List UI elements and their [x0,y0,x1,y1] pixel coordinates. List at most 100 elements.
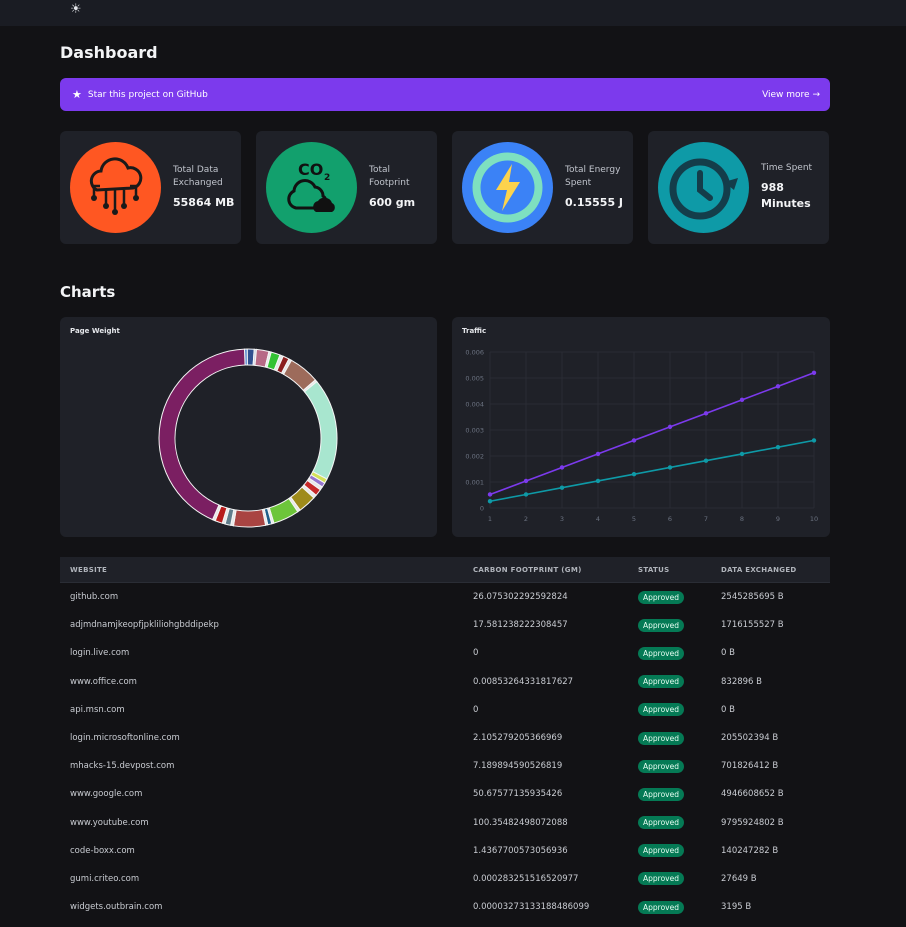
cell-website: github.com [70,592,119,603]
energy-bolt-icon [462,142,553,233]
table-row[interactable]: www.office.com 0.00853264331817627 Approve… [60,668,830,696]
x-tick-label: 10 [810,515,818,523]
donut-segment-11[interactable] [303,380,338,480]
cell-website: adjmdnamjkeopfjpkliliohgbddipekp [70,620,219,631]
table-header: WEBSITE CARBON FOOTPRINT (GM) STATUS DAT… [60,557,830,583]
data-point[interactable] [667,424,673,430]
x-tick-label: 8 [740,515,744,523]
header-status[interactable]: STATUS [638,565,670,574]
cell-website: www.office.com [70,676,137,687]
chart-title: Traffic [462,327,487,335]
cell-data: 832896 B [721,676,762,687]
stat-card-time: Time Spent 988 Minutes [648,131,829,244]
table-row[interactable]: www.youtube.com 100.35482498072088 Approve… [60,809,830,837]
status-badge: Approved [638,759,684,773]
table-row[interactable]: widgets.outbrain.com 0.000032731331884860… [60,893,830,921]
stat-card-footprint: CO 2 Total Footprint 600 gm [256,131,437,244]
data-point[interactable] [775,444,781,450]
data-point[interactable] [811,438,817,443]
svg-text:2: 2 [324,173,330,183]
data-point[interactable] [811,370,817,375]
data-point[interactable] [487,492,493,497]
status-badge: Approved [638,675,684,689]
cell-carbon: 7.189894590526819 [473,761,563,772]
data-point[interactable] [703,458,709,463]
status-badge: Approved [638,816,684,830]
y-tick-label: 0.003 [465,427,484,435]
cell-data: 0 B [721,704,735,715]
x-tick-label: 4 [596,515,600,523]
cell-carbon: 100.35482498072088 [473,817,568,828]
cell-data: 9795924802 B [721,817,784,828]
data-point[interactable] [487,499,493,504]
header-website[interactable]: WEBSITE [70,565,108,574]
data-point[interactable] [559,485,565,490]
cell-carbon: 50.67577135935426 [473,789,563,800]
table-row[interactable]: login.live.com 0 Approved 0 B [60,639,830,667]
table-row[interactable]: api.msn.com 0 Approved 0 B [60,696,830,724]
cloud-network-icon [70,142,161,233]
table-body: github.com 26.075302292592824 Approved 2545… [60,583,830,921]
status-badge: Approved [638,618,684,632]
cell-website: mhacks-15.devpost.com [70,761,175,772]
status-badge: Approved [638,590,684,604]
data-point[interactable] [523,492,529,497]
cell-website: widgets.outbrain.com [70,902,163,913]
sun-icon[interactable]: ☀ [70,2,82,17]
data-point[interactable] [631,438,637,443]
data-point[interactable] [595,478,601,484]
data-point[interactable] [595,451,601,457]
stat-label: Total Data Exchanged [173,165,223,188]
header-data[interactable]: DATA EXCHANGED [721,565,797,574]
stat-label: Total Footprint [369,165,410,188]
table-row[interactable]: github.com 26.075302292592824 Approved 2545… [60,583,830,611]
cell-carbon: 0.0000327313318848609​9 [473,902,590,913]
status-badge: Approved [638,703,684,717]
cell-website: code-boxx.com [70,845,135,856]
status-badge: Approved [638,646,684,660]
table-row[interactable]: mhacks-15.devpost.com 7.189894590526819 Ap… [60,752,830,780]
data-point[interactable] [559,465,565,470]
cell-website: login.microsoftonline.com [70,733,180,744]
data-point[interactable] [739,397,745,403]
cell-website: api.msn.com [70,704,125,715]
cell-website: gumi.criteo.com [70,873,140,884]
star-icon: ★ [72,88,82,101]
data-point[interactable] [631,472,637,477]
donut-segment-29[interactable] [158,348,246,521]
table-row[interactable]: gumi.criteo.com 0.000283251516520977 Appro… [60,865,830,893]
series-line-1 [489,439,815,503]
status-badge: Approved [638,900,684,914]
cell-data: 140247282 B [721,845,779,856]
website-table: WEBSITE CARBON FOOTPRINT (GM) STATUS DAT… [60,557,830,921]
y-tick-label: 0.006 [465,349,484,357]
view-more-link[interactable]: View more → [762,89,820,100]
data-point[interactable] [523,478,529,484]
github-banner[interactable]: ★ Star this project on GitHub View more … [60,78,830,111]
top-bar: ☀ [0,0,906,26]
table-row[interactable]: www.google.com 50.67577135935426 Approved 4… [60,780,830,808]
x-tick-label: 9 [776,515,780,523]
table-row[interactable]: adjmdnamjkeopfjpkliliohgbddipekp 17.58123… [60,611,830,639]
svg-text:CO: CO [298,160,323,179]
table-row[interactable]: login.microsoftonline.com 2.1052792053669… [60,724,830,752]
stat-value: 988 Minutes [761,181,811,210]
y-tick-label: 0 [480,505,484,513]
cell-carbon: 0 [473,648,479,659]
header-carbon[interactable]: CARBON FOOTPRINT (GM) [473,565,582,574]
table-row[interactable]: code-boxx.com 1.4367700573056936 Approved 1… [60,837,830,865]
cell-data: 4946608652 B [721,789,784,800]
stat-card-energy: Total Energy Spent 0.15555 J [452,131,633,244]
cell-data: 205502394 B [721,733,779,744]
data-point[interactable] [667,465,673,470]
donut-segment-23[interactable] [232,508,267,528]
page-title: Dashboard [60,43,158,62]
data-point[interactable] [739,451,745,457]
co2-cloud-icon: CO 2 [266,142,357,233]
x-tick-label: 1 [488,515,492,523]
data-point[interactable] [703,411,709,416]
cell-website: login.live.com [70,648,130,659]
data-point[interactable] [775,384,781,389]
cell-carbon: 17.581238222308457 [473,620,568,631]
stat-card-data: Total Data Exchanged 55864 MB [60,131,241,244]
